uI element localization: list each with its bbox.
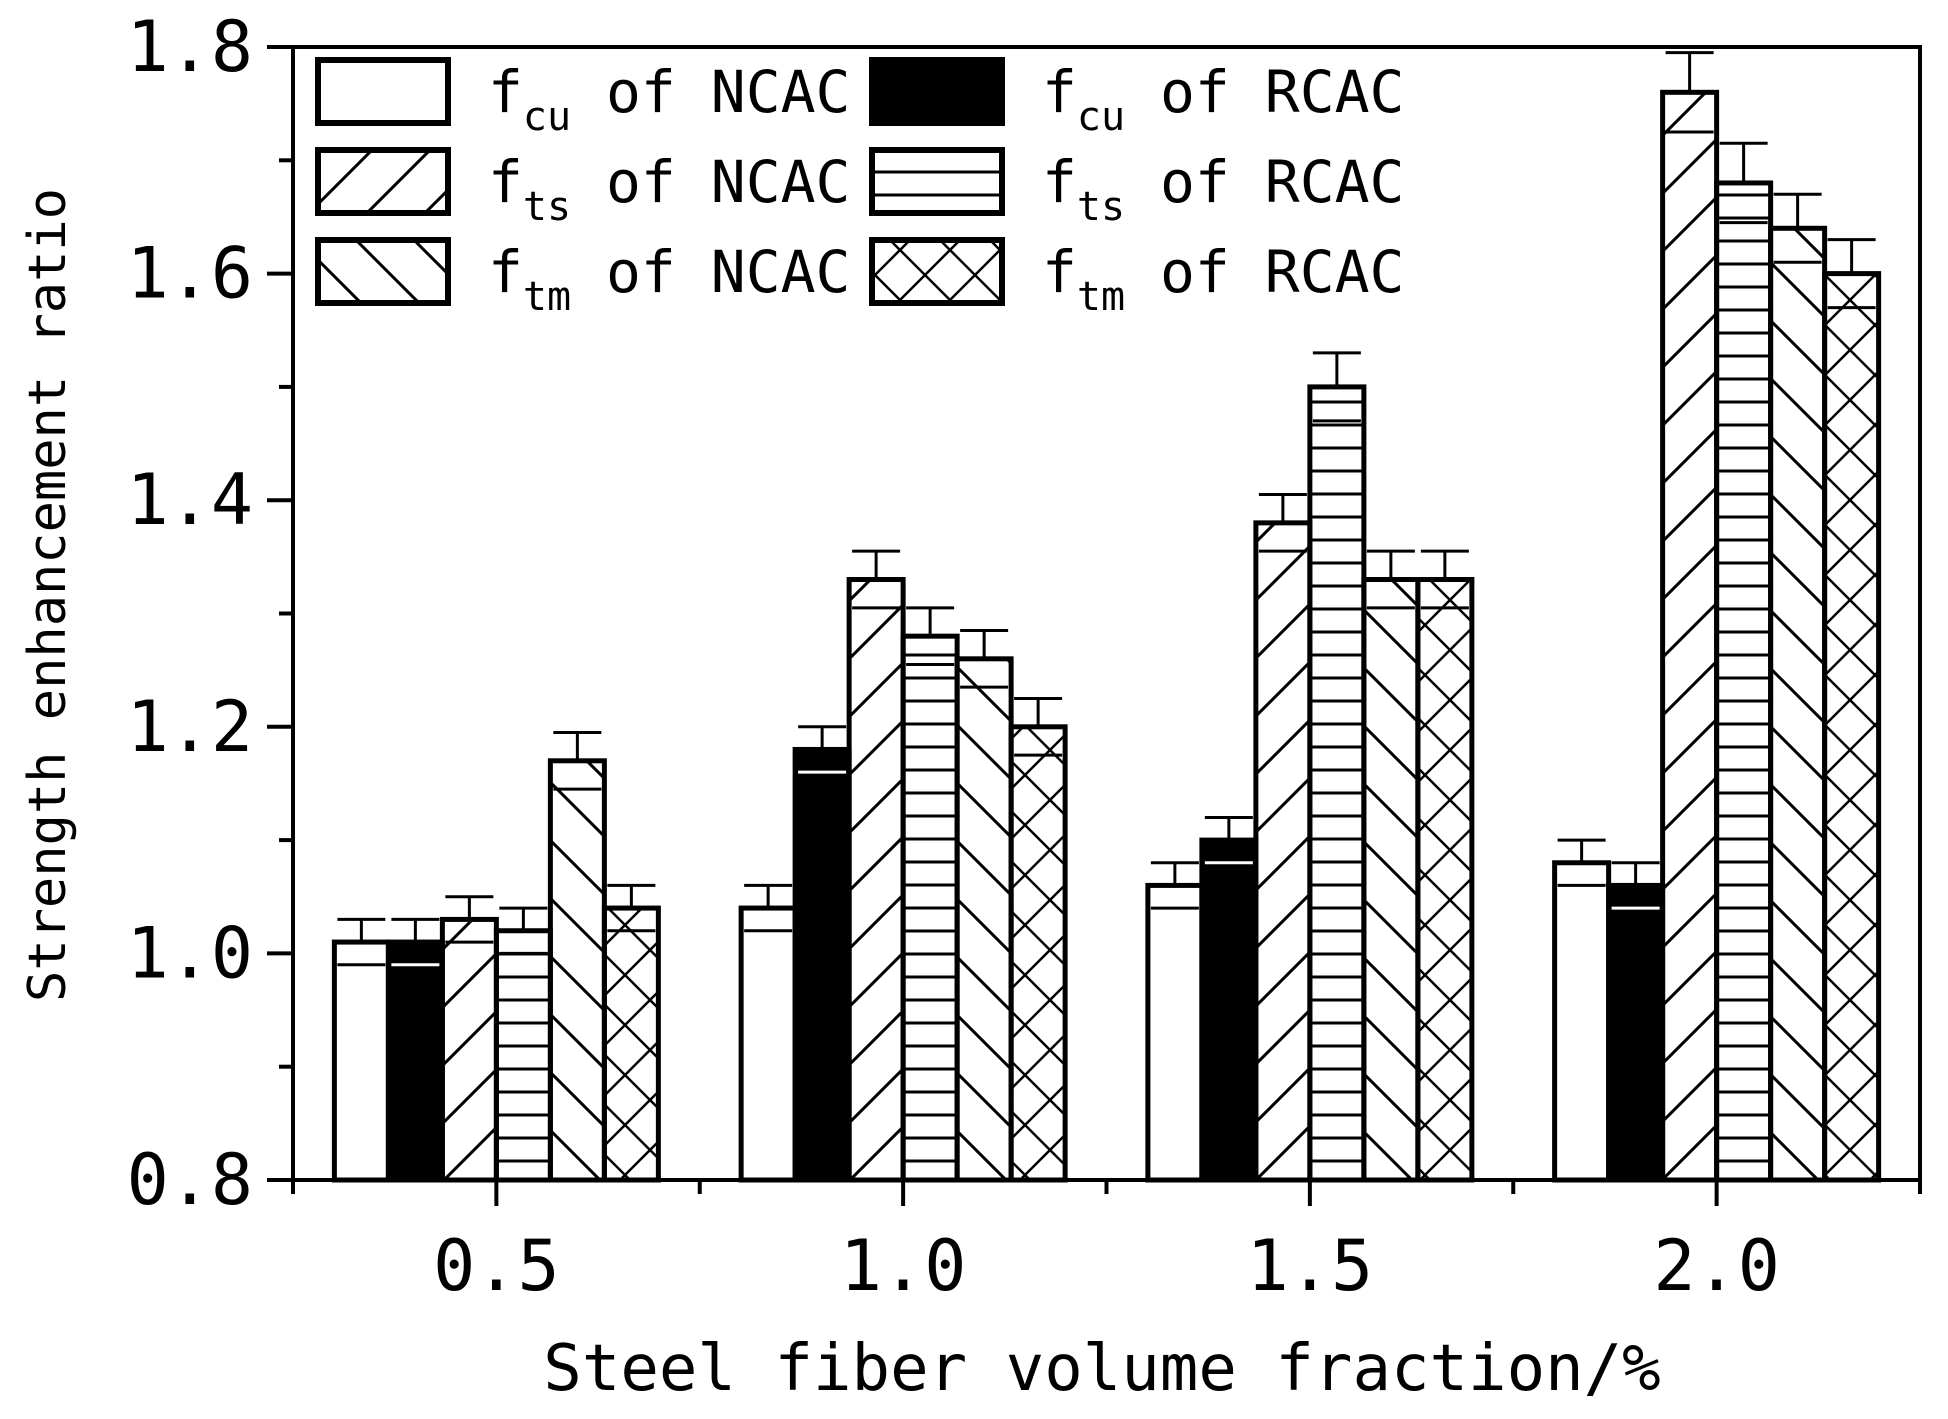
bar-horizontal-2.0	[1714, 180, 1774, 1183]
bar-diag-left-0.5	[547, 758, 607, 1183]
y-tick-label: 1.8	[127, 6, 253, 88]
bar-diag-left-1.0	[954, 656, 1014, 1183]
bar-black-1.5	[1199, 837, 1259, 1183]
bar-diag-right-2.0	[1660, 89, 1720, 1183]
bar-diag-right-1.0	[846, 577, 906, 1183]
legend-swatch-white	[315, 57, 451, 126]
bar-diag-left-2.0	[1768, 225, 1828, 1183]
legend-label: fts of NCAC	[488, 148, 850, 230]
legend-swatch-diag-left	[315, 237, 451, 306]
y-axis-label: Strength enhancement ratio	[18, 188, 78, 1002]
axes: 0.8 1.0 1.2 1.4 1.6 1.8 0.5 1.0 1.5 2.0	[127, 6, 1922, 1307]
x-tick-label: 1.5	[1247, 1225, 1373, 1307]
bar-diag-right-1.5	[1253, 520, 1313, 1183]
legend-swatch-horizontal	[869, 147, 1005, 216]
legend-entry: ftm of NCAC	[315, 237, 850, 320]
legend-label: fcu of RCAC	[1042, 58, 1404, 140]
legend-swatch-diag-right	[315, 147, 451, 216]
legend-swatch-cross	[869, 237, 1005, 306]
bar-horizontal-1.5	[1307, 384, 1367, 1183]
bar-horizontal-1.0	[900, 633, 960, 1183]
bar-white-1.5	[1145, 882, 1205, 1183]
bar-black-2.0	[1606, 882, 1666, 1183]
bar-diag-left-1.5	[1361, 577, 1421, 1183]
bar-black-1.0	[792, 746, 852, 1183]
y-tick-label: 1.2	[127, 686, 253, 768]
bar-cross-1.5	[1415, 577, 1475, 1183]
legend-entry: fts of RCAC	[869, 147, 1404, 230]
x-tick-label: 0.5	[433, 1225, 559, 1307]
legend-swatch-black	[869, 57, 1005, 126]
legend-label: fcu of NCAC	[488, 58, 850, 140]
bar-black-0.5	[385, 939, 445, 1183]
bar-white-2.0	[1552, 860, 1612, 1183]
y-tick-label: 0.8	[127, 1139, 253, 1221]
y-tick-label: 1.4	[127, 459, 253, 541]
plot-area	[331, 51, 1882, 1183]
legend-entry: ftm of RCAC	[869, 237, 1404, 320]
legend-entry: fcu of NCAC	[315, 57, 850, 140]
y-tick-label: 1.6	[127, 233, 253, 315]
bar-horizontal-0.5	[493, 928, 553, 1183]
x-tick-label: 1.0	[840, 1225, 966, 1307]
bar-cross-2.0	[1822, 271, 1882, 1183]
legend-label: ftm of NCAC	[488, 238, 850, 320]
x-axis-label: Steel fiber volume fraction/%	[543, 1332, 1660, 1406]
legend-label: fts of RCAC	[1042, 148, 1404, 230]
x-tick-label: 2.0	[1653, 1225, 1779, 1307]
legend-label: ftm of RCAC	[1042, 238, 1404, 320]
bar-cross-0.5	[601, 905, 661, 1183]
bar-diag-right-0.5	[439, 916, 499, 1183]
bar-cross-1.0	[1008, 724, 1068, 1183]
legend: fcu of NCAC fcu of RCAC fts of NCAC fts of …	[315, 57, 1404, 320]
legend-entry: fts of NCAC	[315, 147, 850, 230]
bar-white-0.5	[331, 939, 391, 1183]
y-tick-label: 1.0	[127, 912, 253, 994]
bar-white-1.0	[738, 905, 798, 1183]
legend-entry: fcu of RCAC	[869, 57, 1404, 140]
